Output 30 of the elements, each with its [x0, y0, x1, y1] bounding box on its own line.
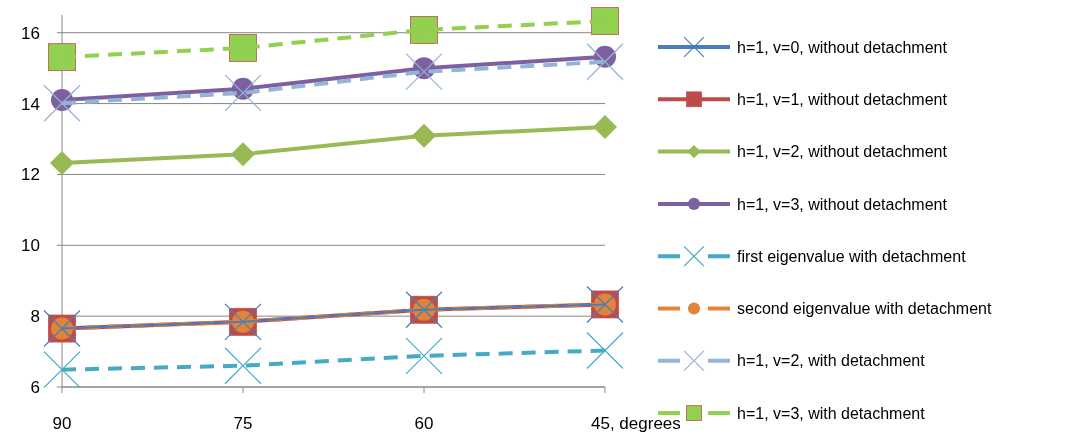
point: [586, 43, 624, 81]
x-tick-label: 75: [233, 414, 253, 433]
y-tick-label: 10: [21, 236, 40, 256]
point: [43, 84, 81, 122]
legend-label: h=1, v=2, without detachment: [737, 143, 948, 161]
y-tick-label: 8: [30, 307, 40, 327]
point: [224, 347, 262, 385]
point: [405, 337, 443, 375]
legend-label: second eigenvalue with detachment: [737, 300, 992, 318]
point: [48, 43, 76, 72]
x-tick-label: 45, degrees: [591, 414, 681, 433]
point: [229, 34, 257, 62]
legend-label: h=1, v=3, with detachment: [737, 404, 926, 422]
legend-label: h=1, v=0, without detachment: [737, 38, 948, 56]
point: [43, 351, 81, 389]
y-tick-label: 14: [21, 94, 40, 114]
legend-label: h=1, v=1, without detachment: [737, 90, 948, 108]
point: [224, 74, 262, 112]
legend-label: first eigenvalue with detachment: [737, 247, 967, 265]
point: [405, 53, 443, 91]
y-tick-label: 6: [30, 377, 40, 397]
legend-label: h=1, v=2, with detachment: [737, 352, 926, 370]
y-tick-label: 16: [21, 23, 40, 43]
point: [591, 7, 619, 35]
point: [586, 331, 624, 370]
x-tick-label: 90: [52, 414, 72, 433]
x-tick-label: 60: [414, 414, 434, 433]
legend-label: h=1, v=3, without detachment: [737, 195, 948, 213]
point: [410, 15, 438, 44]
y-tick-label: 12: [21, 165, 40, 185]
